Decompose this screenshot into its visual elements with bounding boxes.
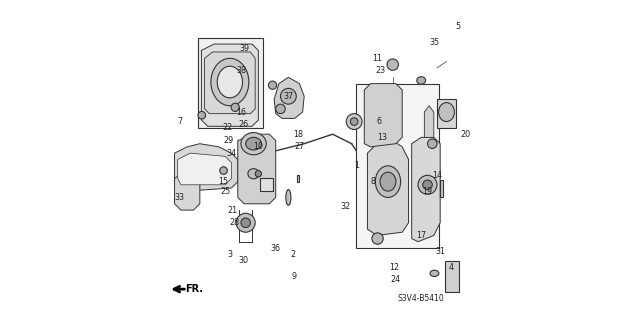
Text: 30: 30 xyxy=(239,256,248,265)
Bar xyxy=(198,38,263,128)
Text: S3V4-B5410: S3V4-B5410 xyxy=(398,294,445,303)
Text: 34: 34 xyxy=(227,149,236,158)
Text: 7: 7 xyxy=(178,117,183,126)
Ellipse shape xyxy=(246,137,262,150)
Text: 10: 10 xyxy=(253,142,263,151)
Text: 20: 20 xyxy=(460,130,470,139)
Text: 3: 3 xyxy=(227,250,232,259)
Polygon shape xyxy=(424,106,434,137)
Ellipse shape xyxy=(241,133,266,155)
Polygon shape xyxy=(175,144,238,191)
Text: 22: 22 xyxy=(223,123,233,132)
Bar xyxy=(440,180,443,197)
Ellipse shape xyxy=(438,103,454,122)
Text: 21: 21 xyxy=(227,206,237,215)
Polygon shape xyxy=(367,141,408,235)
Text: 12: 12 xyxy=(389,263,399,271)
Text: 6: 6 xyxy=(376,117,381,126)
Ellipse shape xyxy=(286,189,291,205)
Polygon shape xyxy=(202,44,259,126)
Ellipse shape xyxy=(372,233,383,244)
Text: 24: 24 xyxy=(390,275,401,284)
Text: 39: 39 xyxy=(239,44,250,53)
Ellipse shape xyxy=(418,175,437,194)
Text: 35: 35 xyxy=(429,38,440,47)
Text: 17: 17 xyxy=(416,231,426,240)
Ellipse shape xyxy=(350,118,358,125)
Text: 14: 14 xyxy=(432,171,442,180)
Text: 18: 18 xyxy=(294,130,303,139)
Text: 9: 9 xyxy=(291,272,296,281)
Text: 33: 33 xyxy=(174,193,184,202)
Text: 4: 4 xyxy=(449,263,454,271)
Polygon shape xyxy=(412,137,440,242)
Text: 23: 23 xyxy=(375,66,385,76)
Ellipse shape xyxy=(380,172,396,191)
Bar xyxy=(445,261,459,292)
Bar xyxy=(437,100,456,128)
Ellipse shape xyxy=(276,104,285,114)
Text: 13: 13 xyxy=(377,133,387,142)
Ellipse shape xyxy=(255,171,262,177)
Text: FR.: FR. xyxy=(186,284,204,294)
Ellipse shape xyxy=(430,270,439,277)
Ellipse shape xyxy=(387,59,399,70)
Ellipse shape xyxy=(248,169,259,179)
Text: 28: 28 xyxy=(229,218,239,227)
Polygon shape xyxy=(178,153,232,185)
Text: 25: 25 xyxy=(220,187,230,196)
Text: 27: 27 xyxy=(294,142,305,151)
Text: 32: 32 xyxy=(340,203,350,211)
Ellipse shape xyxy=(375,166,401,197)
Ellipse shape xyxy=(231,103,239,111)
Text: 36: 36 xyxy=(270,243,280,253)
Text: 19: 19 xyxy=(422,187,433,196)
Ellipse shape xyxy=(423,180,432,189)
Bar xyxy=(203,166,222,182)
Ellipse shape xyxy=(268,81,276,89)
Ellipse shape xyxy=(417,77,426,84)
Bar xyxy=(297,175,300,182)
Ellipse shape xyxy=(236,213,255,232)
Bar xyxy=(356,84,438,248)
Polygon shape xyxy=(205,52,255,114)
Text: 1: 1 xyxy=(354,161,359,170)
Polygon shape xyxy=(175,172,200,210)
Ellipse shape xyxy=(280,88,296,104)
Polygon shape xyxy=(238,134,276,204)
Bar xyxy=(260,178,273,191)
Polygon shape xyxy=(274,77,304,118)
Text: 38: 38 xyxy=(236,66,246,76)
Text: 15: 15 xyxy=(218,177,228,186)
Text: 2: 2 xyxy=(291,250,296,259)
Ellipse shape xyxy=(241,218,250,227)
Text: 16: 16 xyxy=(237,108,246,116)
Ellipse shape xyxy=(217,66,243,98)
Text: 29: 29 xyxy=(224,136,234,145)
Text: 37: 37 xyxy=(284,92,294,101)
Ellipse shape xyxy=(211,58,249,106)
Text: 5: 5 xyxy=(455,22,460,31)
Polygon shape xyxy=(364,84,402,147)
Ellipse shape xyxy=(198,111,205,119)
Text: 26: 26 xyxy=(239,120,248,129)
Text: 31: 31 xyxy=(436,247,446,256)
Text: 11: 11 xyxy=(372,54,383,63)
Text: 8: 8 xyxy=(371,177,376,186)
Ellipse shape xyxy=(346,114,362,130)
Ellipse shape xyxy=(220,167,227,174)
Ellipse shape xyxy=(428,139,437,148)
